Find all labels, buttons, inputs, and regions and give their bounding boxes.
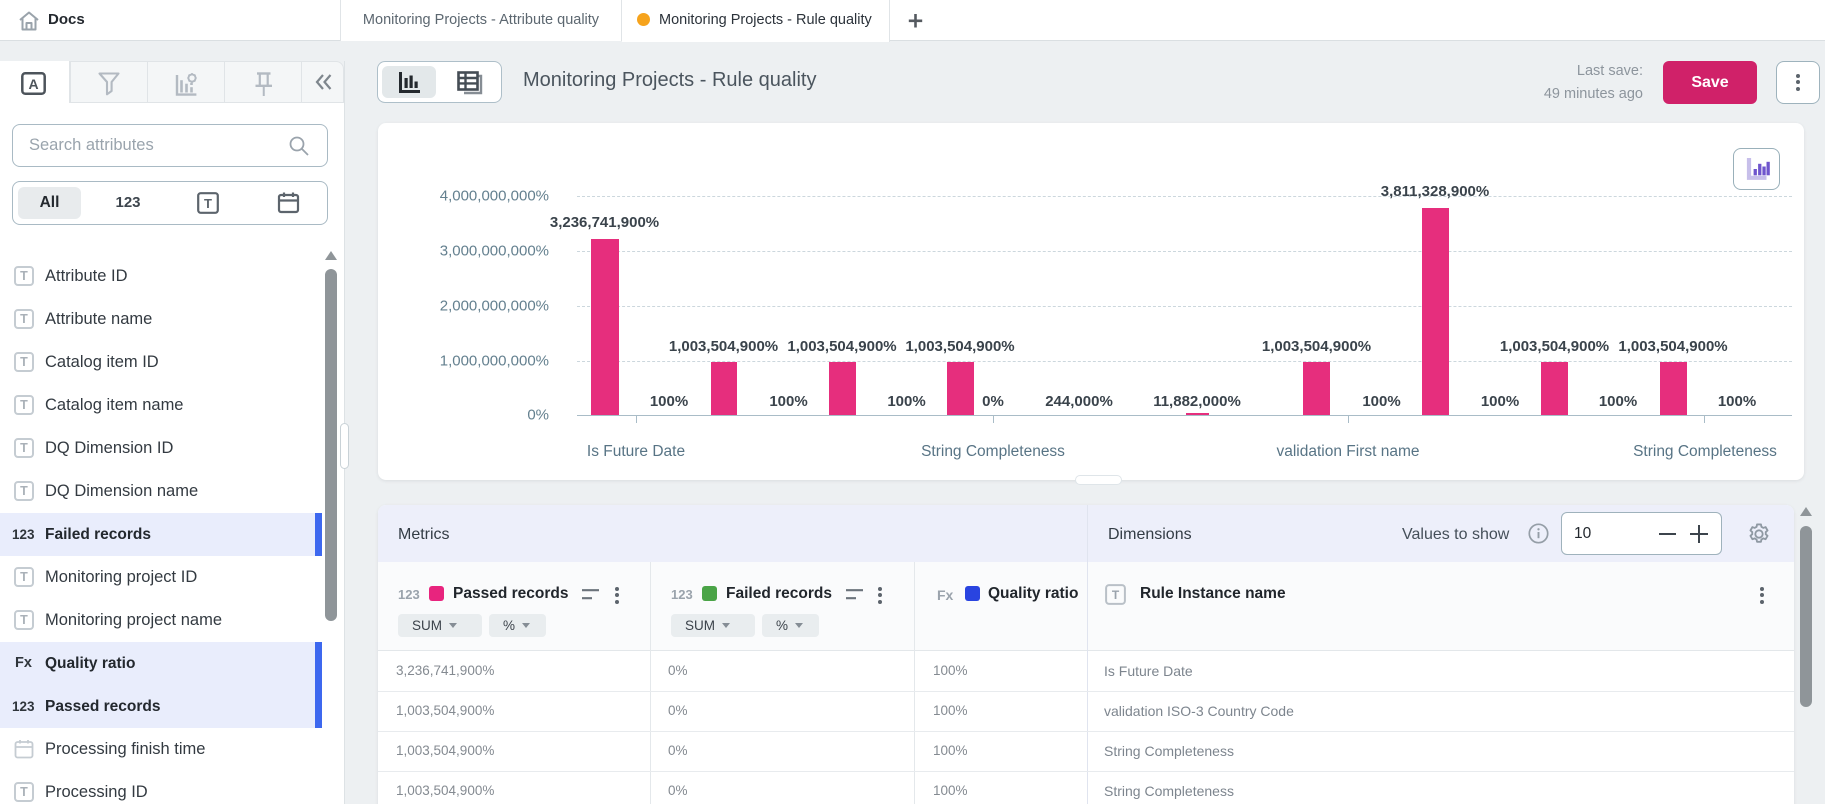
- svg-text:T: T: [204, 196, 212, 211]
- svg-text:A: A: [28, 76, 38, 92]
- svg-text:T: T: [1112, 588, 1120, 602]
